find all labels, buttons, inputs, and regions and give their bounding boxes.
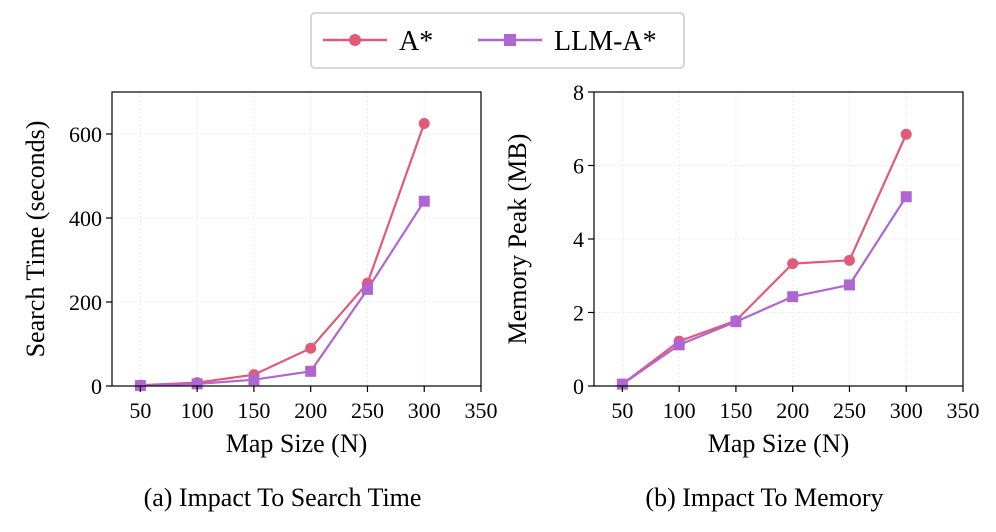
y-tick-label: 2: [573, 301, 584, 326]
series-line-a-star: [140, 123, 426, 387]
chart-caption: (b) Impact To Memory: [645, 483, 883, 512]
x-tick-label: 100: [663, 398, 696, 423]
x-tick-label: 350: [947, 398, 980, 423]
x-axis-label: Map Size (N): [226, 429, 368, 458]
data-point-a-star: [305, 342, 317, 354]
x-tick-label: 250: [351, 398, 384, 423]
x-tick-label: 300: [890, 398, 923, 423]
legend-label-a-star: A*: [399, 26, 433, 57]
x-tick-label: 150: [719, 398, 752, 423]
y-tick-label: 6: [573, 154, 584, 179]
y-tick-label: 4: [573, 227, 584, 252]
chart-caption: (a) Impact To Search Time: [144, 483, 422, 512]
x-tick-label: 250: [833, 398, 866, 423]
legend-label-llm-a-star: LLM-A*: [554, 26, 657, 57]
series-line-llm-a-star: [621, 196, 908, 386]
y-axis-label: Memory Peak (MB): [503, 134, 532, 345]
tick-layer: 50 100 150 200 250 300 350 0 2 4 6 8: [573, 80, 980, 423]
series-layer: [134, 118, 430, 392]
chart-memory: 50 100 150 200 250 300 350 0 2 4 6 8 Map Size (N) M…: [503, 80, 980, 512]
tick-layer: 50 100 150 200 250 300 350 0 200 400 600: [69, 122, 498, 423]
y-axis-label: Search Time (seconds): [21, 121, 50, 358]
data-point-a-star: [787, 258, 799, 270]
legend-marker-a-star: [349, 34, 361, 46]
legend-marker-llm-a-star: [504, 34, 516, 46]
data-point-a-star: [843, 254, 855, 266]
data-point-llm-a-star: [616, 378, 628, 390]
y-tick-label: 0: [573, 374, 584, 399]
x-tick-label: 350: [465, 398, 498, 423]
data-point-a-star: [418, 118, 430, 129]
legend: A* LLM-A*: [310, 12, 685, 69]
data-point-llm-a-star: [730, 316, 742, 328]
x-tick-label: 300: [408, 398, 441, 423]
data-point-llm-a-star: [418, 195, 430, 207]
data-point-llm-a-star: [843, 279, 855, 291]
x-tick-label: 50: [129, 398, 151, 423]
x-tick-label: 50: [611, 398, 633, 423]
x-tick-label: 200: [776, 398, 809, 423]
grid: [112, 92, 482, 387]
y-tick-label: 600: [69, 122, 102, 147]
chart-search-time: 50 100 150 200 250 300 350 0 200 400 600 Map Size …: [21, 91, 498, 512]
data-point-llm-a-star: [191, 378, 203, 390]
plot-frame: [111, 91, 482, 387]
x-tick-label: 100: [181, 398, 214, 423]
y-tick-label: 400: [69, 206, 102, 231]
data-point-llm-a-star: [248, 374, 260, 386]
series-line-llm-a-star: [140, 200, 426, 387]
y-tick-label: 200: [69, 290, 102, 315]
x-tick-label: 200: [294, 398, 327, 423]
data-point-llm-a-star: [787, 291, 799, 303]
data-point-a-star: [900, 128, 912, 140]
data-point-llm-a-star: [673, 339, 685, 351]
x-axis-label: Map Size (N): [708, 429, 850, 458]
data-point-llm-a-star: [361, 283, 373, 295]
x-tick-label: 150: [237, 398, 270, 423]
series-layer: [616, 128, 912, 390]
data-point-llm-a-star: [305, 365, 317, 377]
series-line-a-star: [621, 133, 908, 386]
y-tick-label: 0: [91, 374, 102, 399]
data-point-llm-a-star: [900, 191, 912, 203]
y-tick-label: 8: [573, 80, 584, 105]
